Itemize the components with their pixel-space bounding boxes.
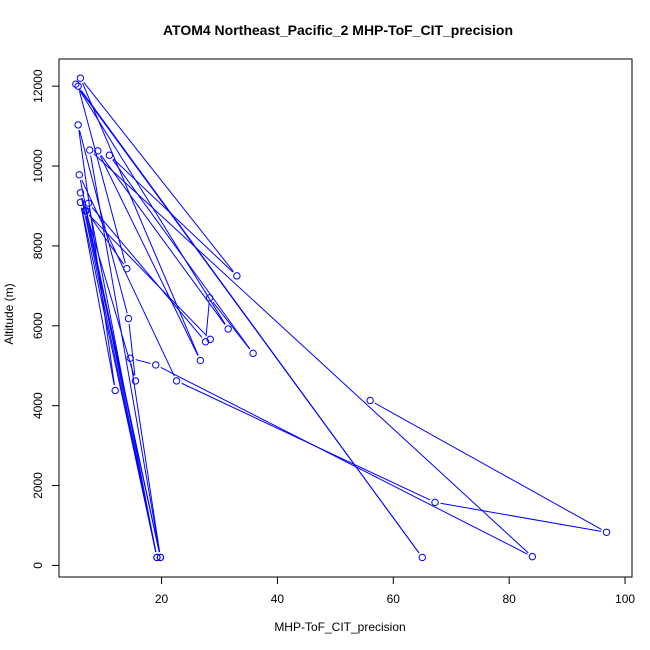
series-line-segment (80, 90, 420, 554)
series-line-segment (79, 91, 126, 264)
series-line-segment (130, 363, 161, 553)
series-line-segment (91, 207, 203, 338)
y-axis: 0 2000 4000 6000 8000 10000 12000 (31, 69, 60, 569)
series-line-segment (128, 324, 136, 376)
series-layer (72, 74, 611, 562)
data-point-marker (528, 552, 537, 561)
data-point-marker (602, 528, 611, 536)
y-tick-label: 10000 (31, 149, 45, 183)
data-point-marker (76, 189, 85, 197)
data-point-marker (205, 294, 214, 302)
series-line-segment (99, 155, 199, 356)
data-point-marker (111, 386, 119, 395)
series-line-segment (82, 83, 199, 356)
data-point-marker (249, 349, 257, 358)
data-point-marker (74, 82, 82, 90)
series-line-segment (83, 82, 234, 272)
series-line-segment (81, 197, 135, 376)
y-tick-label: 6000 (31, 312, 45, 339)
series-line-segment (88, 214, 125, 265)
series-line-segment (100, 155, 226, 325)
x-tick-label: 60 (387, 592, 401, 606)
series-line-segment (85, 216, 160, 553)
data-point-marker (224, 325, 232, 333)
data-point-marker (123, 264, 131, 273)
series-line-segment (374, 402, 602, 531)
data-point-marker (172, 377, 181, 385)
data-point-marker (418, 553, 426, 562)
data-point-marker (366, 396, 374, 405)
data-point-marker (84, 199, 93, 207)
series-line-segment (79, 130, 128, 314)
x-tick-label: 100 (615, 592, 635, 606)
x-tick-label: 40 (271, 592, 285, 606)
data-point-marker (156, 553, 165, 562)
data-point-marker (86, 146, 94, 154)
data-point-marker (152, 361, 160, 369)
series-line-segment (93, 153, 529, 554)
y-tick-label: 2000 (31, 472, 45, 499)
data-point-marker (196, 356, 205, 365)
data-point-marker (74, 121, 82, 129)
series-line-segment (135, 359, 151, 364)
series-line-segment (88, 214, 207, 336)
data-point-marker (76, 74, 85, 82)
data-point-marker (431, 498, 439, 507)
data-point-marker (76, 198, 85, 207)
data-point-marker (201, 338, 210, 346)
series-line-segment (212, 301, 251, 350)
data-point-marker (81, 207, 89, 215)
series-line-segment (90, 155, 160, 553)
y-tick-label: 8000 (31, 232, 45, 259)
data-point-marker (105, 151, 114, 159)
series-line-segment (160, 366, 528, 555)
y-tick-label: 0 (31, 562, 45, 569)
series-line-segment (81, 179, 175, 377)
series-line-segment (440, 502, 602, 532)
data-point-marker (94, 147, 102, 155)
x-axis: 20 40 60 80 100 (155, 576, 635, 606)
y-axis-label: Altitude (m) (2, 283, 16, 344)
data-point-marker (75, 171, 83, 179)
x-tick-label: 20 (155, 592, 169, 606)
series-line-segment (80, 207, 115, 386)
series-line-segment (78, 88, 226, 325)
data-point-marker (206, 335, 214, 344)
data-point-marker (233, 272, 241, 280)
y-tick-label: 4000 (31, 392, 45, 419)
x-axis-label: MHP-ToF_CIT_precision (274, 620, 405, 634)
data-point-marker (153, 553, 161, 562)
data-point-marker (124, 314, 133, 323)
y-tick-label: 12000 (31, 69, 45, 103)
x-tick-label: 80 (502, 592, 516, 606)
data-point-marker (131, 377, 140, 385)
chart-title: ATOM4 Northeast_Pacific_2 MHP-ToF_CIT_pr… (163, 22, 513, 38)
series-line-segment (205, 303, 210, 337)
data-point-marker (126, 354, 134, 362)
data-point-marker (72, 80, 80, 88)
series-line-segment (81, 207, 157, 553)
